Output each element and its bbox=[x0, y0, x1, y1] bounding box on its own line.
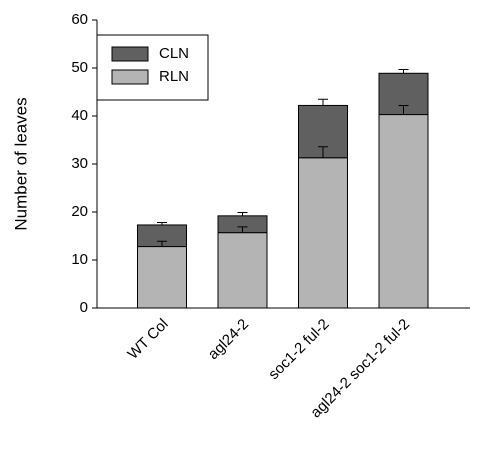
error-bar bbox=[318, 146, 328, 158]
bar-segment bbox=[298, 157, 348, 309]
bar-segment bbox=[217, 232, 268, 309]
error-bar bbox=[318, 98, 328, 106]
error-bar bbox=[157, 222, 167, 225]
legend-swatch bbox=[111, 46, 149, 62]
y-tick-label: 50 bbox=[71, 59, 88, 76]
legend-box bbox=[96, 34, 209, 101]
y-tick-label: 40 bbox=[71, 107, 88, 124]
error-bar bbox=[237, 211, 248, 216]
y-axis-label: Number of leaves bbox=[11, 97, 30, 230]
bar-segment bbox=[378, 114, 429, 309]
error-bar bbox=[237, 226, 248, 233]
y-tick-label: 60 bbox=[71, 11, 88, 28]
legend-label: CLN bbox=[159, 45, 189, 62]
x-tick-label: soc1-2 ful-2 bbox=[265, 316, 332, 383]
x-tick-label: WT Col bbox=[124, 316, 171, 363]
error-bar bbox=[157, 240, 167, 247]
x-tick-label: agl24-2 bbox=[205, 316, 252, 363]
bar-segment bbox=[137, 246, 187, 309]
error-bar bbox=[398, 68, 409, 74]
y-tick-label: 30 bbox=[71, 155, 88, 172]
legend-swatch bbox=[111, 69, 149, 85]
y-tick-label: 20 bbox=[71, 203, 88, 220]
y-tick-label: 0 bbox=[80, 299, 88, 316]
error-bar bbox=[398, 104, 409, 115]
y-tick-label: 10 bbox=[71, 251, 88, 268]
legend-label: RLN bbox=[159, 68, 189, 85]
